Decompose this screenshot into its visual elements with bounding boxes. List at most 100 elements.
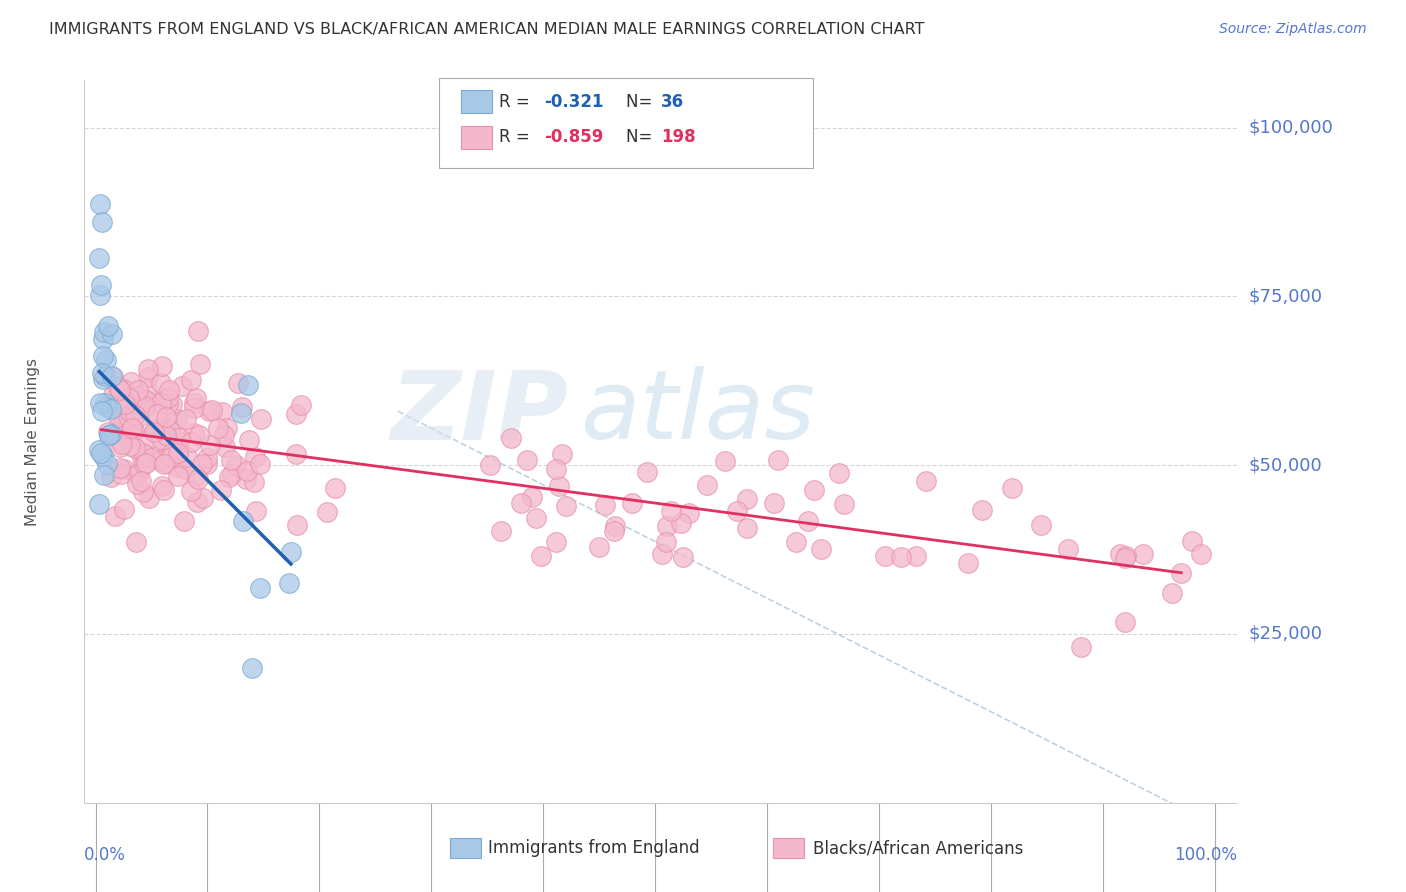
Point [155,410,177,425]
Point [138,370,160,384]
Point [122,424,145,438]
Point [94,396,117,410]
Point [121,421,143,435]
Point [152,391,174,405]
Point [157,397,180,411]
Point [284,447,307,461]
Point [873,549,896,564]
Point [127,383,149,397]
Point [97,425,120,440]
Point [100,401,122,416]
Point [491,524,513,538]
Point [890,549,912,564]
Text: Median Male Earnings: Median Male Earnings [25,358,39,525]
Point [150,376,173,391]
Point [735,521,758,535]
Point [231,400,253,414]
Text: Blacks/African Americans: Blacks/African Americans [813,839,1024,857]
Point [235,472,257,486]
Point [166,460,188,475]
Point [242,475,264,489]
Point [970,502,993,516]
Point [249,581,271,595]
Point [89,196,111,211]
Point [149,396,172,410]
Point [129,474,152,488]
Point [173,514,195,528]
Point [90,277,112,292]
Point [546,462,568,476]
Point [183,425,205,440]
Point [111,414,134,428]
Point [135,382,157,396]
Point [89,396,111,410]
Point [150,452,173,467]
Point [221,467,243,482]
Point [159,424,181,438]
Point [111,437,134,451]
Point [593,499,616,513]
Text: $50,000: $50,000 [1249,456,1322,475]
Point [136,361,159,376]
Point [603,518,626,533]
Point [180,373,202,387]
Point [118,411,141,425]
Point [1001,481,1024,495]
Point [118,391,141,405]
Point [766,452,789,467]
Point [107,410,129,425]
Point [90,403,112,417]
Text: 0.0%: 0.0% [84,847,127,864]
Point [149,454,172,468]
Point [763,496,786,510]
Point [89,497,111,511]
Point [524,510,547,524]
Point [166,446,188,460]
Point [160,397,183,411]
Point [548,478,571,492]
Point [94,369,117,384]
Point [904,549,927,564]
Point [160,446,183,460]
Text: atlas: atlas [581,366,815,459]
Point [110,440,132,454]
Point [132,447,155,461]
Point [195,457,218,471]
Point [91,449,114,463]
Text: Source: ZipAtlas.com: Source: ZipAtlas.com [1219,22,1367,37]
Point [478,458,501,472]
Point [1189,547,1212,561]
Point [93,325,115,339]
Point [135,392,157,407]
Point [89,251,111,265]
Point [219,453,242,467]
Point [155,457,177,471]
Point [187,428,209,442]
Point [93,467,115,482]
Point [191,457,214,471]
Point [555,499,578,513]
Point [671,516,693,530]
Point [212,428,235,442]
Point [218,469,240,483]
Point [180,434,202,449]
Point [277,576,299,591]
Point [152,483,174,498]
Point [124,441,146,455]
Point [89,288,111,302]
Point [134,400,156,414]
Point [1132,547,1154,561]
Point [167,469,190,483]
Point [516,453,538,467]
Point [290,398,312,412]
Point [520,491,543,505]
Point [152,479,174,493]
Point [214,440,236,454]
Text: N=: N= [626,93,657,111]
Point [91,349,114,363]
Point [91,332,114,346]
Point [714,454,737,468]
Point [157,383,180,397]
Point [107,380,129,394]
Point [200,403,222,417]
